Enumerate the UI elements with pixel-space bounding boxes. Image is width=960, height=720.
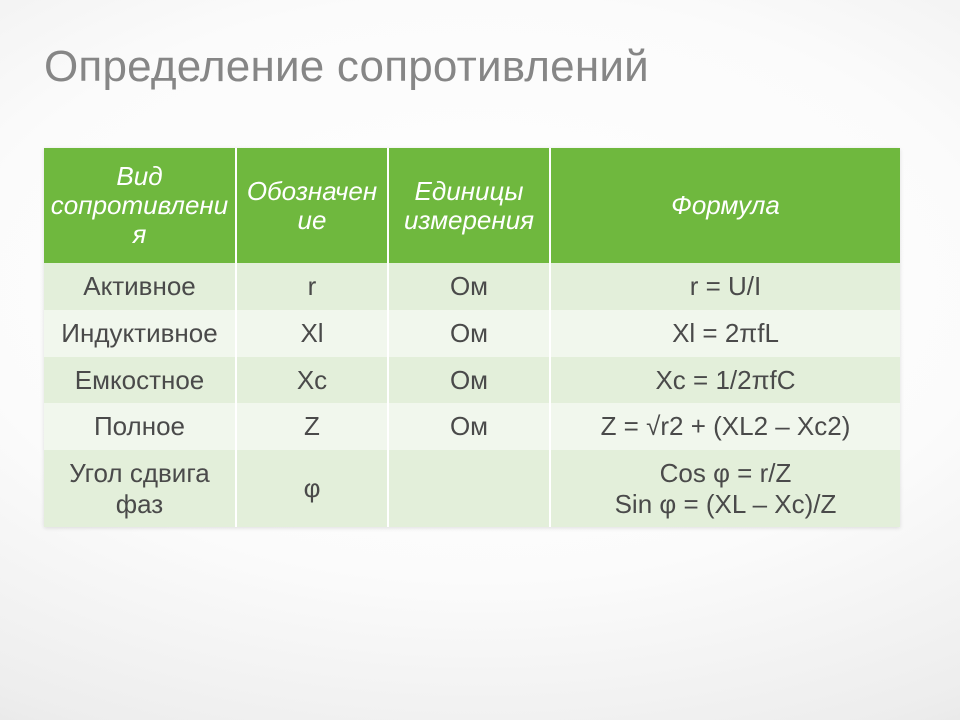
cell-units (388, 450, 550, 527)
cell-symbol: φ (236, 450, 388, 527)
cell-formula: Xc = 1/2πfC (550, 357, 900, 404)
table-header-row: Вид сопротивления Обозначение Единицы из… (44, 148, 900, 263)
cell-symbol: Xl (236, 310, 388, 357)
table-row: Угол сдвига фаз φ Cos φ = r/Z Sin φ = (X… (44, 450, 900, 527)
cell-formula: Xl = 2πfL (550, 310, 900, 357)
resistance-table: Вид сопротивления Обозначение Единицы из… (44, 148, 900, 527)
cell-units: Ом (388, 403, 550, 450)
table-row: Полное Z Ом Z = √r2 + (XL2 – Xc2) (44, 403, 900, 450)
table-row: Емкостное Xc Ом Xc = 1/2πfC (44, 357, 900, 404)
cell-symbol: Xc (236, 357, 388, 404)
cell-type: Емкостное (44, 357, 236, 404)
col-header-formula: Формула (550, 148, 900, 263)
cell-type: Индуктивное (44, 310, 236, 357)
cell-units: Ом (388, 357, 550, 404)
col-header-type: Вид сопротивления (44, 148, 236, 263)
cell-symbol: r (236, 263, 388, 310)
cell-formula: Z = √r2 + (XL2 – Xc2) (550, 403, 900, 450)
table-row: Индуктивное Xl Ом Xl = 2πfL (44, 310, 900, 357)
slide: Определение сопротивлений Вид сопротивле… (0, 0, 960, 720)
col-header-symbol: Обозначение (236, 148, 388, 263)
cell-symbol: Z (236, 403, 388, 450)
page-title: Определение сопротивлений (44, 42, 916, 92)
table-row: Активное r Ом r = U/I (44, 263, 900, 310)
cell-type: Полное (44, 403, 236, 450)
cell-units: Ом (388, 263, 550, 310)
cell-type: Угол сдвига фаз (44, 450, 236, 527)
cell-type: Активное (44, 263, 236, 310)
cell-units: Ом (388, 310, 550, 357)
cell-formula: Cos φ = r/Z Sin φ = (XL – Xc)/Z (550, 450, 900, 527)
col-header-units: Единицы измерения (388, 148, 550, 263)
cell-formula: r = U/I (550, 263, 900, 310)
